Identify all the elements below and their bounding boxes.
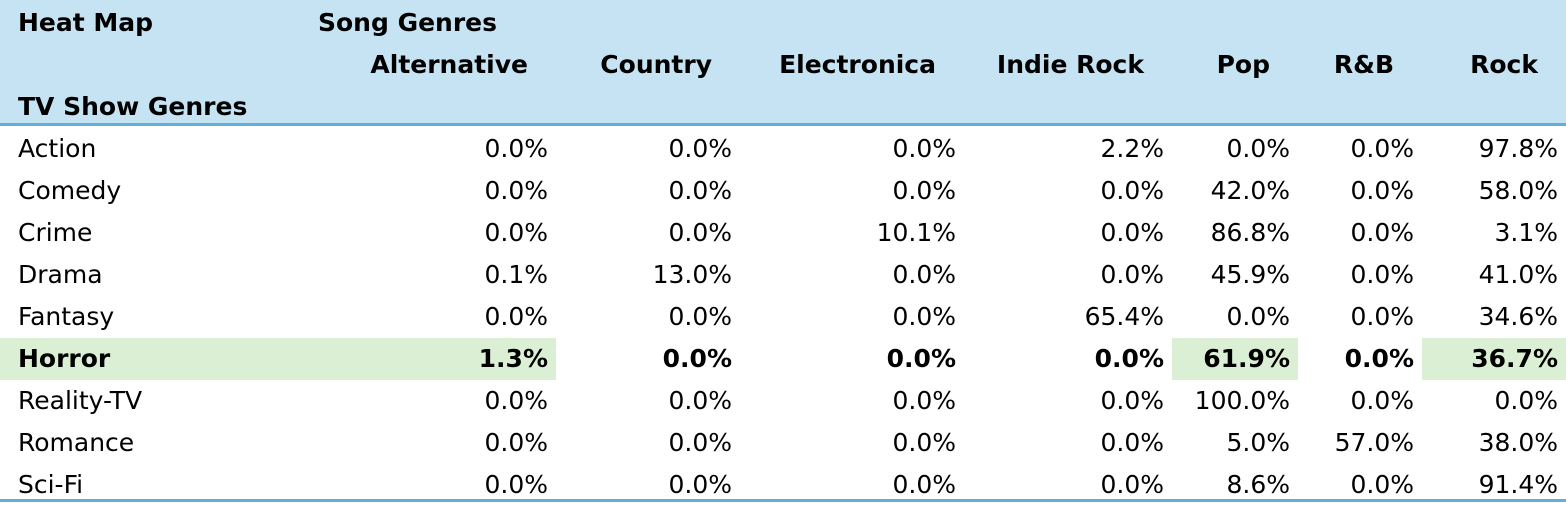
- data-cell: 0.0%: [892, 134, 956, 163]
- data-cell: 0.0%: [1350, 218, 1414, 247]
- data-cell: 0.0%: [1100, 428, 1164, 457]
- data-cell: 0.0%: [484, 218, 548, 247]
- data-cell: 100.0%: [1194, 386, 1290, 415]
- column-group-label: Song Genres: [318, 8, 498, 37]
- data-cell: 0.0%: [1350, 386, 1414, 415]
- data-cell: 58.0%: [1478, 176, 1558, 205]
- row-label: Action: [18, 134, 97, 163]
- data-cell: 0.0%: [668, 428, 732, 457]
- data-cell: 5.0%: [1226, 428, 1290, 457]
- table-row: Drama 0.1% 13.0% 0.0% 0.0% 45.9% 0.0% 41.0%: [0, 254, 1566, 296]
- data-cell: 0.0%: [1350, 134, 1414, 163]
- data-cell: 34.6%: [1478, 302, 1558, 331]
- data-cell: 0.0%: [892, 386, 956, 415]
- table-row: Crime 0.0% 0.0% 10.1% 0.0% 86.8% 0.0% 3.1%: [0, 212, 1566, 254]
- column-header-r-b: R&B: [1333, 50, 1394, 79]
- data-cell: 0.0%: [1350, 302, 1414, 331]
- table-row: Reality-TV 0.0% 0.0% 0.0% 0.0% 100.0% 0.0% 0.0%: [0, 380, 1566, 422]
- data-cell: 36.7%: [1422, 338, 1566, 380]
- data-cell: 0.0%: [1350, 470, 1414, 499]
- data-cell: 41.0%: [1478, 260, 1558, 289]
- table-row: Comedy 0.0% 0.0% 0.0% 0.0% 42.0% 0.0% 58.0%: [0, 170, 1566, 212]
- data-cell: 0.0%: [1100, 260, 1164, 289]
- data-cell: 0.0%: [1094, 344, 1164, 373]
- data-cell: 0.0%: [892, 470, 956, 499]
- data-cell: 0.0%: [484, 134, 548, 163]
- table-header: Heat Map Song Genres TV Show Genres Alte…: [0, 0, 1566, 126]
- table-row: Action 0.0% 0.0% 0.0% 2.2% 0.0% 0.0% 97.8%: [0, 128, 1566, 170]
- data-cell: 0.0%: [668, 302, 732, 331]
- data-cell: 38.0%: [1478, 428, 1558, 457]
- data-cell: 61.9%: [1172, 338, 1298, 380]
- data-cell: 42.0%: [1210, 176, 1290, 205]
- data-cell: 0.0%: [1350, 260, 1414, 289]
- data-cell: 0.1%: [484, 260, 548, 289]
- row-group-label: TV Show Genres: [18, 92, 248, 121]
- data-cell: 3.1%: [1494, 218, 1558, 247]
- data-cell: 65.4%: [1084, 302, 1164, 331]
- data-cell: 57.0%: [1334, 428, 1414, 457]
- data-cell: 0.0%: [1100, 176, 1164, 205]
- data-cell: 0.0%: [484, 470, 548, 499]
- data-cell: 0.0%: [1226, 134, 1290, 163]
- data-cell: 0.0%: [484, 176, 548, 205]
- data-cell: 0.0%: [1100, 218, 1164, 247]
- table-title: Heat Map: [18, 8, 154, 37]
- data-cell: 0.0%: [484, 386, 548, 415]
- row-label: Comedy: [18, 176, 122, 205]
- data-cell: 86.8%: [1210, 218, 1290, 247]
- data-cell: 0.0%: [892, 176, 956, 205]
- data-cell: 0.0%: [668, 218, 732, 247]
- column-header-alternative: Alternative: [370, 50, 528, 79]
- data-cell: 0.0%: [892, 428, 956, 457]
- data-cell: 97.8%: [1478, 134, 1558, 163]
- row-label: Romance: [18, 428, 135, 457]
- table-row: Horror 1.3% 0.0% 0.0% 0.0% 61.9% 0.0% 36.7%: [0, 338, 1566, 380]
- data-cell: 0.0%: [484, 428, 548, 457]
- data-cell: 0.0%: [662, 344, 732, 373]
- column-header-rock: Rock: [1470, 50, 1538, 79]
- data-cell: 0.0%: [1494, 386, 1558, 415]
- data-cell: 0.0%: [668, 176, 732, 205]
- column-header-indie-rock: Indie Rock: [996, 50, 1144, 79]
- column-header-pop: Pop: [1216, 50, 1270, 79]
- data-cell: 0.0%: [668, 134, 732, 163]
- data-cell: 0.0%: [1344, 344, 1414, 373]
- data-cell: 2.2%: [1100, 134, 1164, 163]
- data-cell: 91.4%: [1478, 470, 1558, 499]
- data-cell: 8.6%: [1226, 470, 1290, 499]
- table-bottom-border: [0, 499, 1566, 502]
- row-label: Crime: [18, 218, 93, 247]
- data-cell: 13.0%: [652, 260, 732, 289]
- row-label: Horror: [0, 338, 318, 380]
- table-row: Sci-Fi 0.0% 0.0% 0.0% 0.0% 8.6% 0.0% 91.4%: [0, 464, 1566, 506]
- data-cell: 0.0%: [668, 470, 732, 499]
- column-header-country: Country: [600, 50, 712, 79]
- data-cell: 0.0%: [1100, 386, 1164, 415]
- table-row: Romance 0.0% 0.0% 0.0% 0.0% 5.0% 57.0% 38.0%: [0, 422, 1566, 464]
- data-cell: 0.0%: [1350, 176, 1414, 205]
- row-label: Sci-Fi: [18, 470, 84, 499]
- data-cell: 0.0%: [484, 302, 548, 331]
- column-header-electronica: Electronica: [779, 50, 936, 79]
- row-label: Drama: [18, 260, 103, 289]
- table-row: Fantasy 0.0% 0.0% 0.0% 65.4% 0.0% 0.0% 34.6%: [0, 296, 1566, 338]
- row-label: Fantasy: [18, 302, 115, 331]
- data-cell: 0.0%: [1226, 302, 1290, 331]
- row-label: Reality-TV: [18, 386, 143, 415]
- data-cell: 0.0%: [892, 260, 956, 289]
- data-cell: 10.1%: [876, 218, 956, 247]
- data-cell: 0.0%: [892, 302, 956, 331]
- data-cell: 0.0%: [668, 386, 732, 415]
- data-cell: 0.0%: [1100, 470, 1164, 499]
- data-cell: 1.3%: [300, 338, 556, 380]
- data-cell: 45.9%: [1210, 260, 1290, 289]
- data-cell: 0.0%: [886, 344, 956, 373]
